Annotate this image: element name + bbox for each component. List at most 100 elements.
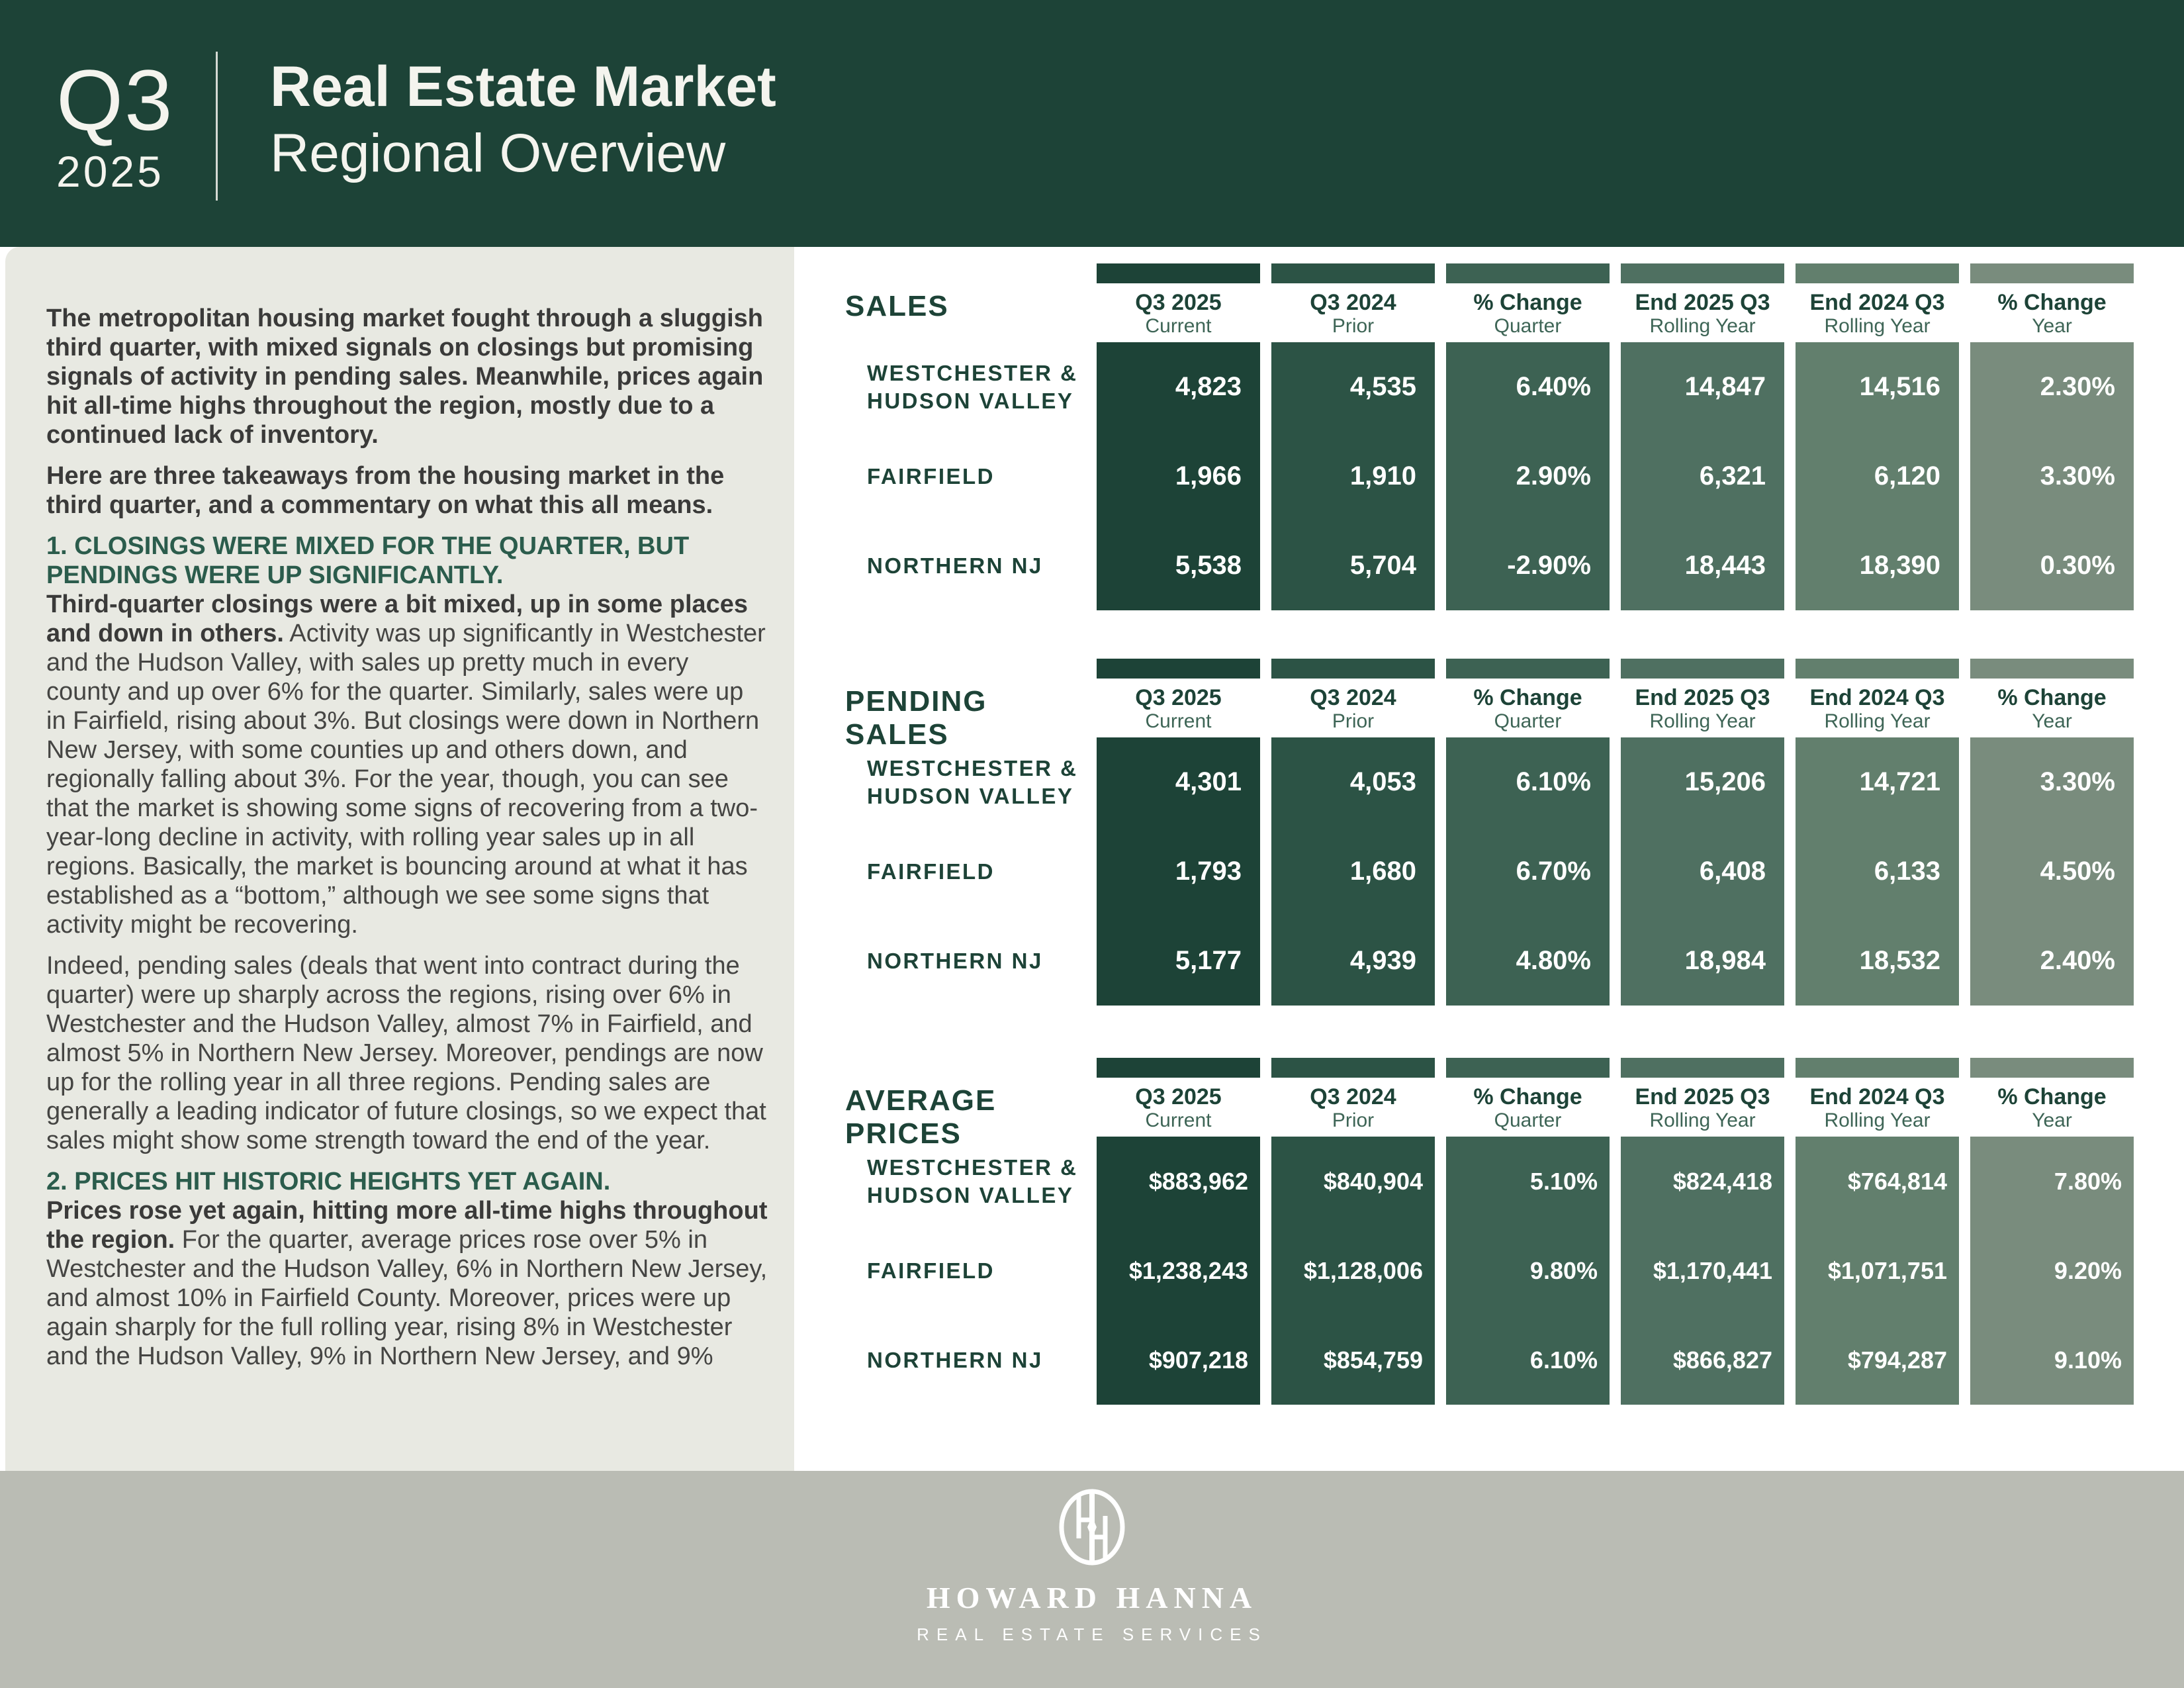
column-end-2024-q3: End 2024 Q3 Rolling Year 14,721 6,133 18… — [1796, 659, 1959, 1009]
column-q3-2024: Q3 2024 Prior $840,904 $1,128,006 $854,7… — [1271, 1058, 1435, 1409]
body-text-2: For the quarter, average prices rose ove… — [46, 1226, 768, 1370]
intro-paragraph-2: Here are three takeaways from the housin… — [46, 462, 725, 519]
value-cell: 2.40% — [2040, 946, 2115, 975]
value-cell: $1,128,006 — [1303, 1256, 1423, 1284]
column-band: 4,535 1,910 5,704 — [1271, 342, 1435, 610]
value-cell: 6,133 — [1874, 857, 1940, 886]
column-subtitle: Year — [2032, 315, 2072, 337]
row-label-northern-nj: NORTHERN NJ — [867, 553, 1043, 578]
value-cell: 4.50% — [2040, 857, 2115, 886]
value-cell: $1,238,243 — [1128, 1256, 1248, 1284]
column-subtitle: Rolling Year — [1824, 710, 1931, 732]
column-band: $764,814 $1,071,751 $794,287 — [1796, 1137, 1959, 1405]
value-cell: 14,516 — [1859, 372, 1940, 401]
value-cell: 2.30% — [2040, 372, 2115, 401]
column-subtitle: Prior — [1332, 1109, 1375, 1131]
value-cell: 5,704 — [1349, 551, 1416, 580]
column-title: % Change — [1473, 685, 1582, 710]
value-cell: 15,206 — [1684, 767, 1766, 796]
column-subtitle: Quarter — [1494, 315, 1562, 337]
column-band: 3.30% 4.50% 2.40% — [1970, 737, 2134, 1006]
value-cell: 6.70% — [1516, 857, 1591, 886]
row-labels: WESTCHESTER & HUDSON VALLEY FAIRFIELD NO… — [867, 1137, 1085, 1405]
column-subtitle: Year — [2032, 710, 2072, 732]
column-cap — [1446, 659, 1610, 679]
column-title: End 2024 Q3 — [1809, 1084, 1945, 1109]
value-cell: $840,904 — [1323, 1167, 1423, 1195]
brand-tagline: REAL ESTATE SERVICES — [917, 1624, 1267, 1644]
column-title: Q3 2025 — [1135, 1084, 1222, 1109]
column-cap — [1970, 659, 2134, 679]
report-title: Real Estate Market — [270, 55, 776, 118]
report-quarter-block: Q3 2025 — [56, 57, 208, 193]
column-end-2024-q3: End 2024 Q3 Rolling Year $764,814 $1,071… — [1796, 1058, 1959, 1409]
pending-sales-table: PENDING SALES WESTCHESTER & HUDSON VALLE… — [837, 659, 2138, 1009]
column-cap — [1796, 263, 1959, 283]
column-pct-change-year: % Change Year 2.30% 3.30% 0.30% — [1970, 263, 2134, 614]
column-end-2025-q3: End 2025 Q3 Rolling Year 15,206 6,408 18… — [1621, 659, 1784, 1009]
value-cell: 6,408 — [1699, 857, 1766, 886]
value-cell: $794,287 — [1847, 1346, 1947, 1374]
column-subtitle: Rolling Year — [1824, 1109, 1931, 1131]
value-cell: 14,721 — [1859, 767, 1940, 796]
column-pct-change-quarter: % Change Quarter 6.10% 6.70% 4.80% — [1446, 659, 1610, 1009]
column-band: $840,904 $1,128,006 $854,759 — [1271, 1137, 1435, 1405]
value-cell: $883,962 — [1148, 1167, 1248, 1195]
column-pct-change-quarter: % Change Quarter 6.40% 2.90% -2.90% — [1446, 263, 1610, 614]
column-title: % Change — [1997, 685, 2107, 710]
column-title: % Change — [1473, 290, 1582, 315]
column-band: 14,847 6,321 18,443 — [1621, 342, 1784, 610]
value-cell: -2.90% — [1507, 551, 1591, 580]
row-label-westchester-hudson-valley: WESTCHESTER & HUDSON VALLEY — [867, 756, 1078, 808]
column-q3-2025: Q3 2025 Current $883,962 $1,238,243 $907… — [1097, 1058, 1260, 1409]
value-cell: 4,823 — [1175, 372, 1242, 401]
row-labels: WESTCHESTER & HUDSON VALLEY FAIRFIELD NO… — [867, 342, 1085, 610]
value-cell: 4.80% — [1516, 946, 1591, 975]
column-title: End 2025 Q3 — [1635, 685, 1770, 710]
column-cap — [1271, 263, 1435, 283]
lead-sentence-1: Third-quarter closings were a bit mixed,… — [46, 590, 749, 647]
row-label-westchester-hudson-valley: WESTCHESTER & HUDSON VALLEY — [867, 1155, 1078, 1207]
row-label-northern-nj: NORTHERN NJ — [867, 1347, 1043, 1372]
column-band: 14,516 6,120 18,390 — [1796, 342, 1959, 610]
column-title: % Change — [1997, 1084, 2107, 1109]
column-band: 15,206 6,408 18,984 — [1621, 737, 1784, 1006]
column-band: 4,823 1,966 5,538 — [1097, 342, 1260, 610]
column-end-2024-q3: End 2024 Q3 Rolling Year 14,516 6,120 18… — [1796, 263, 1959, 614]
howard-hanna-monogram-icon — [1058, 1488, 1126, 1570]
column-pct-change-quarter: % Change Quarter 5.10% 9.80% 6.10% — [1446, 1058, 1610, 1409]
column-subtitle: Year — [2032, 1109, 2072, 1131]
value-cell: $764,814 — [1847, 1167, 1947, 1195]
value-cell: 1,910 — [1349, 461, 1416, 491]
column-band: 6.40% 2.90% -2.90% — [1446, 342, 1610, 610]
column-cap — [1446, 263, 1610, 283]
value-cell: 5,177 — [1175, 946, 1242, 975]
value-cell: 7.80% — [2054, 1167, 2122, 1195]
column-cap — [1097, 659, 1260, 679]
value-cell: 1,793 — [1175, 857, 1242, 886]
column-q3-2024: Q3 2024 Prior 4,053 1,680 4,939 — [1271, 659, 1435, 1009]
column-band: 2.30% 3.30% 0.30% — [1970, 342, 2134, 610]
report-subtitle: Regional Overview — [270, 122, 726, 183]
column-subtitle: Rolling Year — [1824, 315, 1931, 337]
footer: HOWARD HANNA REAL ESTATE SERVICES — [0, 1471, 2184, 1688]
table-title: PENDING SALES — [845, 685, 987, 751]
value-cell: $1,170,441 — [1653, 1256, 1772, 1284]
column-band: 6.10% 6.70% 4.80% — [1446, 737, 1610, 1006]
column-title: Q3 2024 — [1310, 1084, 1396, 1109]
section-heading-2: 2. PRICES HIT HISTORIC HEIGHTS YET AGAIN… — [46, 1168, 611, 1196]
value-cell: 14,847 — [1684, 372, 1766, 401]
body-text-1: Activity was up significantly in Westche… — [46, 620, 766, 939]
column-subtitle: Quarter — [1494, 1109, 1562, 1131]
report-year: 2025 — [56, 147, 164, 196]
column-cap — [1621, 1058, 1784, 1078]
column-q3-2025: Q3 2025 Current 4,301 1,793 5,177 — [1097, 659, 1260, 1009]
column-subtitle: Current — [1145, 315, 1212, 337]
pending-sales-table-side: PENDING SALES WESTCHESTER & HUDSON VALLE… — [837, 659, 1097, 1009]
value-cell: $866,827 — [1672, 1346, 1772, 1374]
column-band: 4,301 1,793 5,177 — [1097, 737, 1260, 1006]
data-columns: Q3 2025 Current 4,823 1,966 5,538 Q3 202… — [1097, 263, 2134, 614]
column-cap — [1621, 263, 1784, 283]
value-cell: $854,759 — [1323, 1346, 1423, 1374]
row-label-westchester-hudson-valley: WESTCHESTER & HUDSON VALLEY — [867, 361, 1078, 413]
